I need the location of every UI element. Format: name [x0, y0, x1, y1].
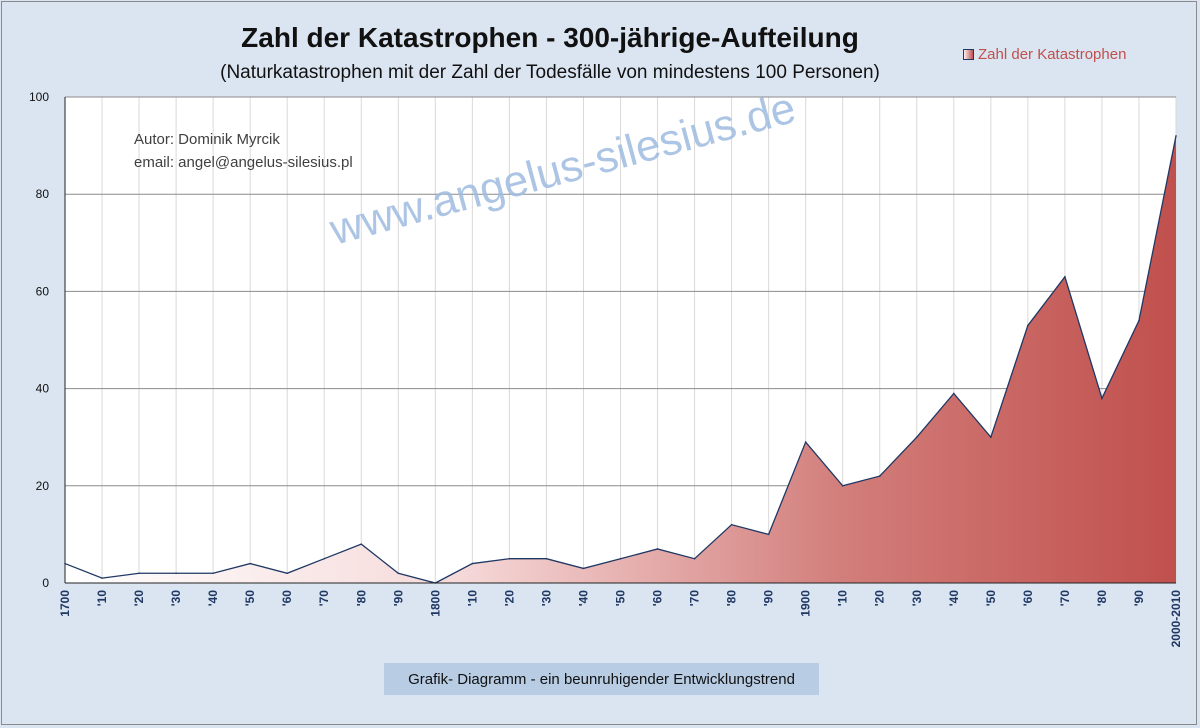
- x-tick-label: '30: [169, 590, 183, 607]
- x-tick-label: 2000-2010: [1169, 590, 1183, 648]
- data-point: [1175, 135, 1177, 137]
- x-tick-label: '50: [614, 590, 628, 607]
- y-tick-label: 40: [36, 382, 50, 396]
- x-tick-label: 1900: [799, 590, 813, 617]
- data-point: [397, 572, 400, 575]
- x-tick-label: '80: [725, 590, 739, 607]
- x-tick-label: '70: [317, 590, 331, 607]
- data-point: [619, 557, 622, 560]
- x-tick-label: '90: [762, 590, 776, 607]
- x-tick-label: '40: [947, 590, 961, 607]
- data-point: [286, 572, 289, 575]
- data-point: [767, 533, 770, 536]
- data-point: [582, 567, 585, 570]
- x-tick-label: '10: [465, 590, 479, 607]
- data-point: [508, 557, 511, 560]
- data-point: [175, 572, 177, 575]
- legend-swatch: [963, 49, 974, 60]
- data-point: [545, 557, 548, 560]
- x-tick-label: '70: [1058, 590, 1072, 607]
- x-tick-label: '60: [1021, 590, 1035, 607]
- x-tick-label: '40: [576, 590, 590, 607]
- y-tick-label: 100: [29, 90, 49, 104]
- x-tick-label: '80: [1095, 590, 1109, 607]
- data-point: [249, 562, 251, 565]
- email-text: email: angel@angelus-silesius.pl: [134, 154, 353, 171]
- chart-title: Zahl der Katastrophen - 300-jährige-Auft…: [241, 22, 859, 53]
- data-point: [915, 436, 918, 439]
- data-point: [878, 475, 881, 477]
- data-point: [730, 523, 733, 526]
- data-point: [212, 572, 214, 575]
- data-point: [1138, 319, 1140, 322]
- data-point: [990, 436, 992, 439]
- x-tick-label: '70: [688, 590, 702, 607]
- y-tick-label: 60: [36, 284, 50, 298]
- caption-box: Grafik- Diagramm - ein beunruhigender En…: [384, 663, 819, 695]
- x-tick-label: '50: [243, 590, 257, 607]
- data-point: [471, 562, 474, 565]
- y-tick-label: 80: [36, 187, 50, 201]
- data-point: [1064, 276, 1066, 278]
- y-tick-label: 0: [42, 576, 49, 590]
- x-tick-label: 1700: [58, 590, 72, 617]
- x-tick-label: '60: [651, 590, 665, 607]
- data-point: [64, 562, 66, 565]
- x-tick-label: '50: [984, 590, 998, 607]
- x-tick-label: '30: [910, 590, 924, 607]
- data-point: [1101, 397, 1103, 400]
- chart-subtitle: (Naturkatastrophen mit der Zahl der Tode…: [220, 62, 880, 83]
- x-tick-label: '40: [206, 590, 220, 607]
- data-point: [360, 543, 363, 545]
- data-point: [656, 548, 659, 550]
- x-tick-label: '10: [836, 590, 850, 607]
- y-tick-label: 20: [36, 479, 50, 493]
- x-tick-label: '20: [873, 590, 887, 607]
- data-point: [323, 557, 326, 560]
- data-point: [434, 582, 437, 584]
- x-tick-label: '90: [1132, 590, 1146, 607]
- data-point: [953, 392, 955, 395]
- legend-label: Zahl der Katastrophen: [978, 46, 1127, 63]
- data-point: [138, 572, 140, 575]
- data-point: [693, 557, 696, 560]
- area-fill: [65, 135, 1176, 583]
- x-tick-label: '60: [280, 590, 294, 607]
- data-point: [804, 441, 807, 443]
- data-points: [64, 135, 1177, 584]
- data-point: [1027, 324, 1029, 327]
- data-point: [101, 577, 103, 579]
- x-tick-label: '10: [95, 590, 109, 607]
- x-tick-labels: 1700 '10 '20 '30 '40 '50 '60 '70 '80 '90 1800 '10 '2…: [58, 590, 1183, 648]
- author-text: Autor: Dominik Myrcik: [134, 131, 280, 148]
- y-tick-labels: 0 20 40 60 80 100: [29, 90, 49, 590]
- x-tick-label: '80: [354, 590, 368, 607]
- x-tick-label: 1800: [428, 590, 442, 617]
- x-tick-label: '20: [132, 590, 146, 607]
- legend: Zahl der Katastrophen: [963, 46, 1126, 63]
- x-tick-label: '20: [502, 590, 516, 607]
- x-tick-label: '30: [539, 590, 553, 607]
- data-point: [841, 485, 844, 487]
- x-tick-label: '90: [391, 590, 405, 607]
